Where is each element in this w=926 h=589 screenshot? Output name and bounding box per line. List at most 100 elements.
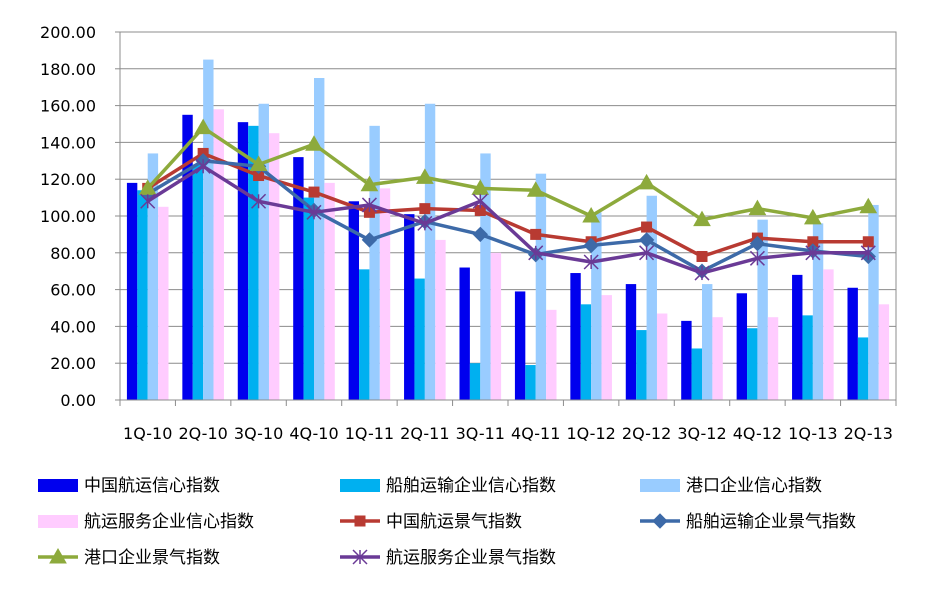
line-point-2: [472, 226, 488, 243]
legend-item: 中国航运景气指数: [340, 512, 522, 532]
bar-3: [147, 153, 159, 400]
line-series-group: [138, 118, 878, 281]
bar-2: [802, 315, 813, 400]
line-point-1: [419, 203, 431, 215]
bar-3: [424, 103, 436, 400]
line-point-3: [305, 135, 323, 151]
line-series-2: [146, 159, 869, 273]
y-tick-label: 100.00: [40, 207, 96, 226]
legend-swatch: [38, 479, 78, 492]
line-point-3: [194, 118, 213, 135]
legend-label: 港口企业信心指数: [686, 476, 822, 496]
x-tick-label: 2Q-13: [844, 424, 893, 443]
x-tick-label: 3Q-12: [677, 424, 726, 443]
line-point-4: [583, 254, 599, 270]
line-point-3: [859, 197, 878, 214]
legend-swatch: [38, 515, 78, 528]
legend-swatch: [640, 479, 680, 492]
line-point-1: [308, 186, 320, 198]
bar-1: [681, 320, 692, 400]
bar-4: [767, 317, 779, 400]
line-point-4: [860, 245, 876, 261]
legend-label: 船舶运输企业信心指数: [386, 476, 556, 496]
bar-1: [293, 157, 304, 400]
bar-1: [736, 293, 748, 400]
bar-4: [268, 133, 280, 400]
y-tick-label: 140.00: [40, 133, 96, 152]
bar-1: [514, 291, 526, 400]
legend-marker: [354, 515, 366, 527]
line-point-3: [526, 181, 545, 197]
x-tick-label: 2Q-12: [622, 424, 671, 443]
bar-2: [691, 348, 702, 400]
bar-1: [459, 267, 470, 400]
bar-3: [646, 195, 657, 400]
bar-3: [314, 78, 325, 400]
x-tick-label: 1Q-10: [123, 424, 172, 443]
x-tick-label: 1Q-11: [345, 424, 394, 443]
bar-1: [847, 287, 858, 400]
y-tick-label: 60.00: [50, 281, 96, 300]
bar-4: [823, 269, 834, 400]
line-point-4: [749, 250, 765, 266]
y-tick-label: 120.00: [40, 170, 96, 189]
legend-marker: [352, 549, 368, 565]
bar-2: [248, 125, 259, 400]
line-point-4: [195, 158, 211, 174]
bar-4: [158, 206, 169, 400]
legend-label: 港口企业景气指数: [84, 548, 220, 568]
line-point-2: [583, 237, 599, 254]
legend-item: 船舶运输企业信心指数: [340, 476, 556, 496]
y-tick-label: 200.00: [40, 23, 96, 42]
bar-3: [258, 103, 269, 400]
legend-item: 中国航运信心指数: [38, 476, 220, 496]
bar-2: [525, 365, 536, 400]
bar-1: [126, 182, 138, 400]
legend-label: 中国航运景气指数: [386, 512, 522, 532]
legend-marker: [49, 547, 67, 564]
x-tick-label: 2Q-11: [400, 424, 449, 443]
grid-lines: [119, 31, 897, 401]
line-point-1: [862, 236, 874, 248]
x-tick-label: 4Q-10: [289, 424, 338, 443]
bar-4: [213, 109, 224, 400]
line-point-3: [360, 175, 379, 192]
bar-4: [712, 317, 723, 400]
bar-2: [636, 330, 647, 400]
line-series-3: [146, 125, 869, 222]
bar-4: [601, 295, 612, 400]
bar-3: [535, 173, 547, 400]
line-point-3: [693, 210, 711, 227]
legend-swatch: [340, 479, 380, 492]
bar-series-group: [126, 59, 890, 401]
bar-3: [812, 223, 824, 400]
x-tick-label: 3Q-11: [456, 424, 505, 443]
line-point-1: [641, 221, 653, 233]
line-point-3: [415, 168, 434, 184]
bar-1: [237, 122, 249, 400]
y-tick-label: 0.00: [60, 391, 96, 410]
bar-4: [546, 309, 557, 400]
x-tick-label: 4Q-11: [511, 424, 560, 443]
line-point-4: [306, 204, 322, 220]
line-point-1: [530, 228, 542, 240]
bar-4: [656, 313, 668, 400]
line-point-3: [249, 155, 268, 171]
bar-3: [702, 284, 713, 400]
bar-1: [348, 201, 360, 400]
line-point-3: [803, 208, 822, 225]
bar-2: [580, 304, 592, 400]
legend-marker: [652, 513, 668, 529]
line-point-3: [748, 199, 767, 216]
line-point-4: [805, 245, 821, 261]
line-point-4: [251, 193, 267, 209]
legend-item: 船舶运输企业景气指数: [640, 512, 856, 532]
bar-2: [192, 164, 204, 400]
y-tick-label: 160.00: [40, 97, 96, 116]
legend-item: 航运服务企业景气指数: [340, 548, 556, 568]
bar-1: [792, 274, 803, 400]
bar-4: [379, 188, 391, 400]
legend-label: 船舶运输企业景气指数: [686, 512, 856, 532]
